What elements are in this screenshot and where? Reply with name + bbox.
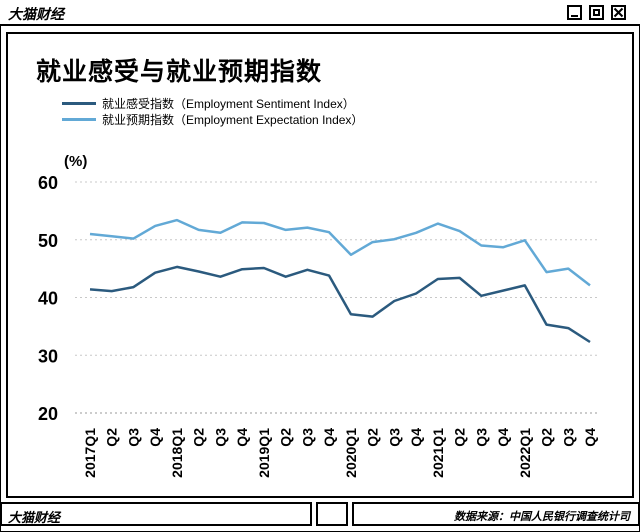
- x-tick-label-3: Q4: [147, 428, 163, 447]
- x-tick-label-10: Q3: [299, 428, 315, 447]
- x-tick-label-0: 2017Q1: [82, 428, 98, 478]
- x-tick-label-5: Q2: [191, 428, 207, 447]
- y-tick-label-20: 20: [38, 404, 58, 424]
- x-tick-label-22: Q3: [560, 428, 576, 447]
- x-tick-label-11: Q4: [321, 428, 337, 447]
- legend-swatch-expectation: [62, 118, 96, 121]
- minimize-icon: [571, 15, 578, 17]
- legend-label-expectation: 就业预期指数（Employment Expectation Index）: [102, 113, 364, 127]
- x-tick-label-7: Q4: [234, 428, 250, 447]
- series-line-expectation: [89, 218, 591, 287]
- x-tick-label-21: Q2: [539, 428, 555, 447]
- series-line-sentiment: [89, 265, 591, 344]
- footer-source: 数据来源：中国人民银行调查统计司: [454, 511, 630, 523]
- y-tick-label-60: 60: [38, 173, 58, 193]
- close-button[interactable]: [611, 5, 626, 20]
- x-tick-label-17: Q2: [452, 428, 468, 447]
- y-tick-label-50: 50: [38, 231, 58, 251]
- x-tick-label-19: Q4: [495, 428, 511, 447]
- x-tick-label-12: 2020Q1: [343, 428, 359, 478]
- chart-title: 就业感受与就业预期指数: [36, 58, 323, 86]
- footer-brand: 大猫财经: [8, 510, 61, 525]
- close-icon: [613, 7, 624, 18]
- x-tick-label-4: 2018Q1: [169, 428, 185, 478]
- x-tick-label-9: Q2: [278, 428, 294, 447]
- x-tick-label-2: Q3: [125, 428, 141, 447]
- x-tick-label-6: Q3: [212, 428, 228, 447]
- x-tick-label-13: Q2: [365, 428, 381, 447]
- y-axis-unit-label: (%): [64, 153, 87, 170]
- maximize-button[interactable]: [589, 5, 604, 20]
- legend-label-sentiment: 就业感受指数（Employment Sentiment Index）: [102, 97, 355, 111]
- footer-brand-box: 大猫财经: [0, 502, 312, 526]
- minimize-button[interactable]: [567, 5, 582, 20]
- chart-panel: [6, 32, 634, 498]
- header-brand: 大猫财经: [8, 6, 64, 22]
- x-tick-label-14: Q3: [386, 428, 402, 447]
- footer-bar: 大猫财经 数据来源：中国人民银行调查统计司: [0, 502, 640, 532]
- y-tick-label-40: 40: [38, 289, 58, 309]
- legend-swatch-sentiment: [62, 102, 96, 105]
- footer-source-box: 数据来源：中国人民银行调查统计司: [352, 502, 640, 526]
- x-tick-label-16: 2021Q1: [430, 428, 446, 478]
- x-tick-label-18: Q3: [473, 428, 489, 447]
- maximize-icon: [593, 9, 600, 16]
- x-tick-label-8: 2019Q1: [256, 428, 272, 478]
- x-tick-label-23: Q4: [582, 428, 598, 447]
- x-tick-label-20: 2022Q1: [517, 428, 533, 478]
- y-tick-label-30: 30: [38, 346, 58, 366]
- title-bar: 大猫财经: [0, 0, 640, 26]
- x-tick-label-15: Q4: [408, 428, 424, 447]
- x-tick-label-1: Q2: [104, 428, 120, 447]
- footer-spacer-box: [316, 502, 348, 526]
